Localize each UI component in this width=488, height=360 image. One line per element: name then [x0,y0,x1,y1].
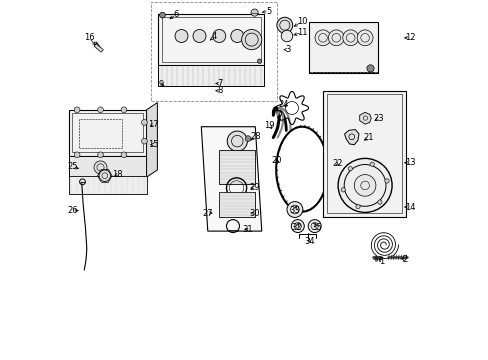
Text: 5: 5 [266,7,271,16]
Circle shape [307,220,321,233]
Polygon shape [219,150,255,184]
Circle shape [175,30,187,42]
Polygon shape [69,156,146,177]
Text: 8: 8 [217,86,222,95]
Polygon shape [69,176,146,194]
Text: 34: 34 [304,238,314,246]
Polygon shape [146,103,157,177]
Circle shape [241,30,261,50]
Circle shape [98,152,103,158]
Text: 21: 21 [363,133,373,142]
Circle shape [227,131,247,151]
Circle shape [250,9,258,16]
Polygon shape [322,91,405,217]
Text: 16: 16 [83,33,94,42]
Text: 31: 31 [242,225,253,234]
Circle shape [257,59,261,63]
Text: 24: 24 [278,100,289,109]
Text: 17: 17 [148,120,159,129]
Text: 1: 1 [378,256,383,265]
Circle shape [356,30,372,46]
Text: 4: 4 [211,32,216,41]
Polygon shape [94,44,103,52]
Text: 12: 12 [404,33,414,42]
Polygon shape [69,110,146,156]
Text: 35: 35 [310,223,321,232]
Circle shape [314,30,330,46]
Text: 32: 32 [291,223,302,232]
Circle shape [355,204,360,209]
Text: 9: 9 [158,80,163,89]
Circle shape [230,30,244,42]
Text: 19: 19 [264,122,274,130]
Circle shape [347,167,352,171]
Circle shape [276,17,292,33]
Polygon shape [309,22,377,73]
Text: 23: 23 [372,113,383,122]
Circle shape [99,170,110,181]
Text: 7: 7 [217,79,222,88]
Text: 20: 20 [271,156,282,165]
Circle shape [74,152,80,158]
Polygon shape [218,192,254,217]
Circle shape [354,175,375,196]
Polygon shape [201,127,261,231]
Circle shape [193,30,205,42]
Polygon shape [158,65,264,86]
Text: 27: 27 [202,209,213,217]
Circle shape [281,30,292,42]
Circle shape [342,30,358,46]
Polygon shape [359,112,370,124]
Circle shape [286,202,302,217]
Text: 22: 22 [332,159,343,168]
Polygon shape [158,14,264,65]
Text: 30: 30 [249,209,259,217]
Circle shape [141,138,147,144]
Circle shape [377,200,381,204]
Circle shape [328,30,344,46]
Circle shape [340,188,345,192]
Text: 6: 6 [173,10,179,19]
Text: 11: 11 [296,28,307,37]
Circle shape [98,107,103,113]
Circle shape [369,162,374,166]
Circle shape [366,65,373,72]
Text: 25: 25 [67,162,78,171]
Circle shape [291,220,304,233]
Circle shape [337,158,391,212]
Text: 13: 13 [404,158,415,167]
Text: 28: 28 [249,132,260,141]
Circle shape [74,107,80,113]
Text: 33: 33 [288,206,299,215]
Text: 14: 14 [404,202,414,211]
Circle shape [94,161,107,174]
Circle shape [121,152,126,158]
Text: 3: 3 [285,45,290,54]
Text: 2: 2 [401,256,407,264]
Circle shape [244,136,250,141]
Text: 15: 15 [148,140,159,149]
Circle shape [159,12,165,18]
Text: 10: 10 [296,17,307,26]
Circle shape [212,30,225,42]
Text: 29: 29 [249,183,259,192]
Text: 26: 26 [67,206,78,215]
Circle shape [141,120,147,125]
Circle shape [384,179,388,183]
Text: 18: 18 [112,170,123,179]
Circle shape [121,107,126,113]
Polygon shape [344,130,358,145]
